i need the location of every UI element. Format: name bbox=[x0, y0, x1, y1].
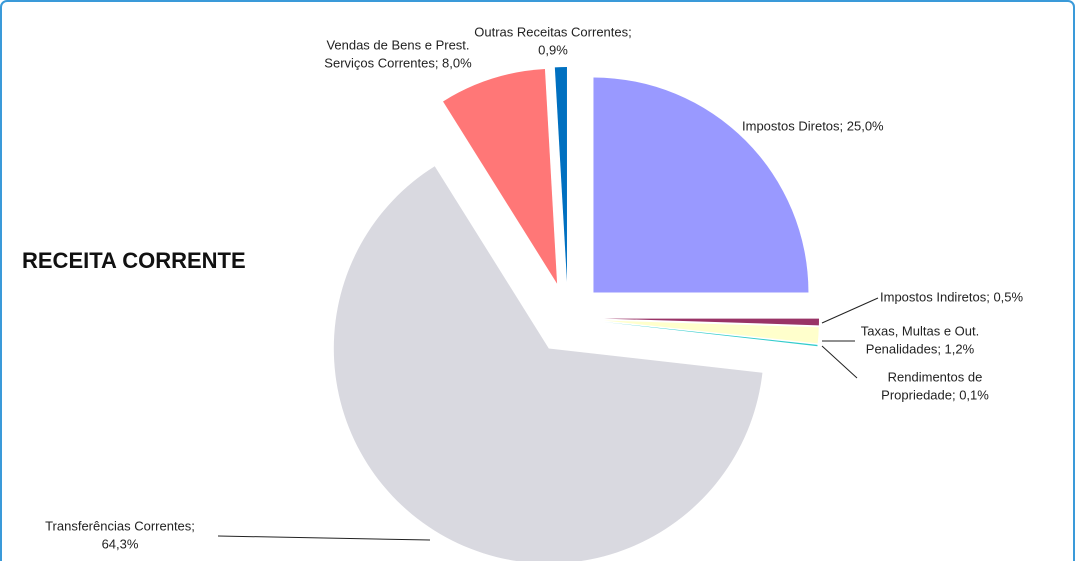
pie-slice bbox=[333, 166, 763, 561]
data-label: 64,3% bbox=[102, 536, 139, 551]
pie-slice bbox=[554, 67, 567, 283]
pie-slice bbox=[603, 321, 818, 347]
data-label: Serviços Correntes; 8,0% bbox=[324, 55, 472, 70]
leader-line bbox=[821, 345, 858, 379]
pie-slice bbox=[593, 77, 809, 293]
data-label: Outras Receitas Correntes; bbox=[474, 24, 632, 39]
chart-title: RECEITA CORRENTE bbox=[22, 248, 246, 273]
leader-line bbox=[217, 535, 431, 541]
leader-line bbox=[821, 297, 879, 324]
data-label: 0,9% bbox=[538, 42, 568, 57]
data-label: Impostos Diretos; 25,0% bbox=[742, 118, 884, 133]
pie-slice bbox=[443, 69, 558, 284]
data-label: Propriedade; 0,1% bbox=[881, 387, 989, 402]
data-label: Penalidades; 1,2% bbox=[866, 341, 975, 356]
pie-slice bbox=[603, 318, 819, 326]
data-label: Impostos Indiretos; 0,5% bbox=[880, 289, 1024, 304]
data-label: Vendas de Bens e Prest. bbox=[326, 37, 469, 52]
data-label: Transferências Correntes; bbox=[45, 518, 195, 533]
data-label: Taxas, Multas e Out. bbox=[861, 323, 980, 338]
data-label: Rendimentos de bbox=[888, 369, 983, 384]
pie-slice bbox=[603, 320, 819, 344]
